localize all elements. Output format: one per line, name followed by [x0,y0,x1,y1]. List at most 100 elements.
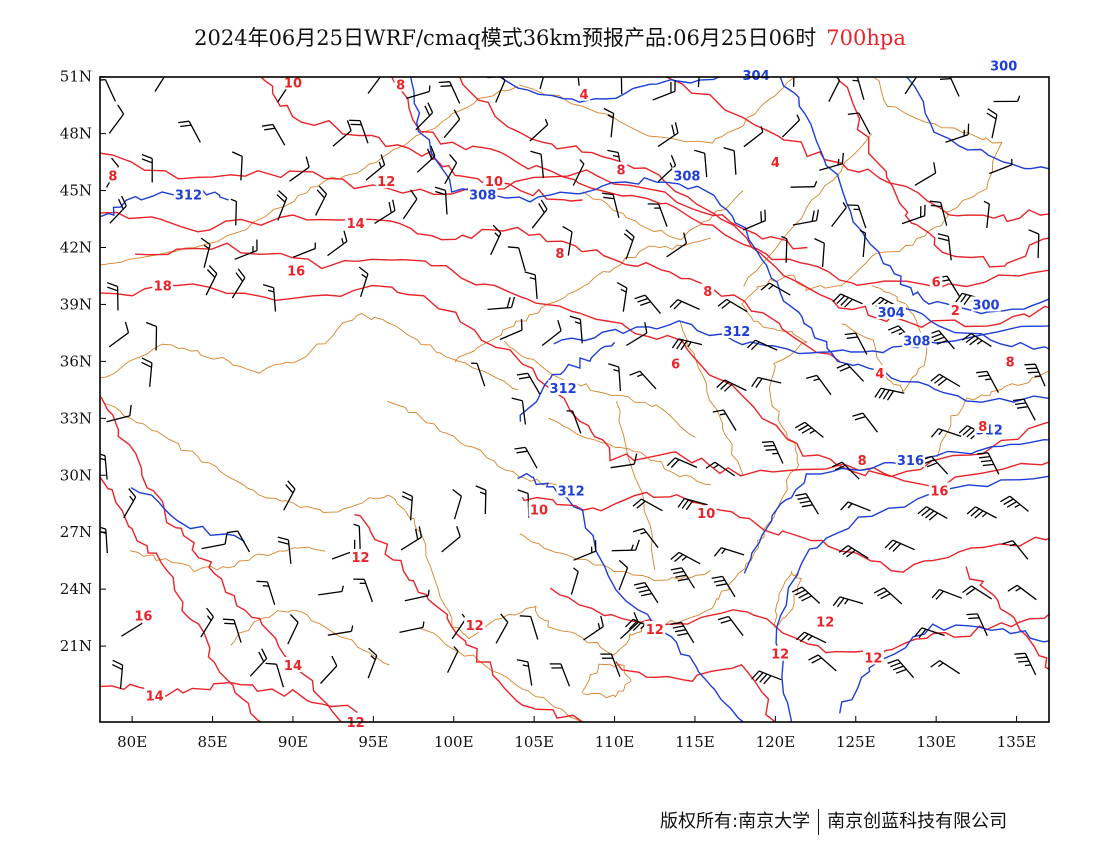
lat-label: 21N [60,637,92,655]
height-contour-line [904,306,1049,350]
wind-barb [201,533,228,550]
height-contour-label-bg [548,379,578,395]
temperature-contour-line [260,77,583,202]
wind-barb [566,410,582,434]
wind-barb [705,461,736,477]
wind-barb [652,80,676,101]
wind-barb [697,77,700,88]
height-contour-line [743,438,1049,574]
wind-barb [399,621,425,634]
wind-barb [838,545,869,559]
height-contour-line [485,77,1049,315]
wind-barb [962,585,993,600]
temperature-contour-label-bg [345,214,367,230]
lon-label: 95E [358,733,388,751]
wind-barb [1002,539,1029,560]
wind-barb [781,114,801,138]
wind-barb [358,266,369,297]
wind-barb [261,123,286,146]
wind-barb [1014,652,1037,676]
border-line [773,571,803,628]
temperature-contour-label-bg [349,548,371,564]
wind-barb [415,102,434,131]
height-contour-label: 308 [469,188,496,203]
temperature-contour-label: 8 [978,420,987,435]
wind-barb [761,440,784,464]
wind-barb [792,209,820,226]
temperature-contour-line [354,513,583,722]
wind-barb [277,536,292,564]
temperature-contour-label-bg [375,173,397,189]
wind-barb [717,298,748,313]
wind-barb [976,370,999,393]
temperature-contour-label: 8 [555,247,564,262]
wind-barb [262,283,277,312]
temperature-contour-label: 14 [347,217,365,232]
wind-barb [401,491,414,521]
temperature-contour-label: 12 [646,623,664,638]
wind-barb [939,77,960,97]
wind-barb [791,586,821,604]
temperature-contour-label: 8 [703,285,712,300]
height-contour-label: 316 [897,454,924,469]
border-line [101,399,422,533]
temperature-contour-label-bg [949,302,962,318]
temperature-contour-line [664,77,1049,223]
wind-barb [634,294,661,315]
temperature-contour-line [458,77,1049,328]
temperature-contour-label: 4 [771,156,780,171]
height-contour-label: 300 [990,59,1017,74]
height-contour-label-bg [741,66,771,82]
wind-barb [795,631,827,644]
wind-barb [723,146,737,175]
temperature-contour-line [135,242,1049,478]
wind-barb [154,77,165,92]
wind-barb [200,607,214,638]
temperature-contour-label: 16 [930,484,948,499]
wind-barb [434,186,448,215]
temperature-contour-line [615,661,776,722]
wind-barb [327,625,354,636]
wind-barb [495,77,506,103]
wind-barb [747,339,778,351]
temperature-contour-label: 10 [284,76,302,91]
wind-barb [572,159,585,186]
footer-owner: 版权所有:南京大学 [660,811,811,832]
wind-barb [670,621,695,644]
temperature-contour-label-bg [695,505,717,521]
height-contour-label: 312 [175,188,202,203]
wind-barb [499,319,523,341]
wind-barb [620,77,623,95]
wind-barb [256,580,276,605]
height-contour-line [130,486,246,543]
height-contour-label-bg [672,167,702,183]
wind-barb [602,192,620,218]
temperature-contour-label: 6 [932,276,941,291]
wind-barb [367,77,382,94]
wind-barb [657,122,679,147]
wind-barb [760,282,791,296]
height-contour-line [905,77,1049,170]
temperature-contour-label: 8 [396,78,405,93]
wind-barb [562,225,573,256]
temperature-contour-label: 12 [377,175,395,190]
wind-barb [993,95,1021,103]
lon-label: 110E [595,733,635,751]
temperature-contour-label-bg [528,501,550,517]
wind-barb [859,229,867,257]
wind-barb [471,362,486,387]
wind-barb [318,585,344,596]
wind-barb [751,670,782,685]
wind-barb [743,126,764,148]
wind-barb [402,189,418,220]
wind-barb [141,357,153,387]
height-contour-label-bg [173,186,204,202]
wind-barb [806,374,832,396]
temperature-contour-label-bg [553,245,567,261]
height-contour-label-bg [876,304,906,320]
wind-barb [647,203,668,227]
wind-barb [914,627,945,639]
wind-barbs [100,77,1046,690]
wind-barb [1000,495,1029,512]
